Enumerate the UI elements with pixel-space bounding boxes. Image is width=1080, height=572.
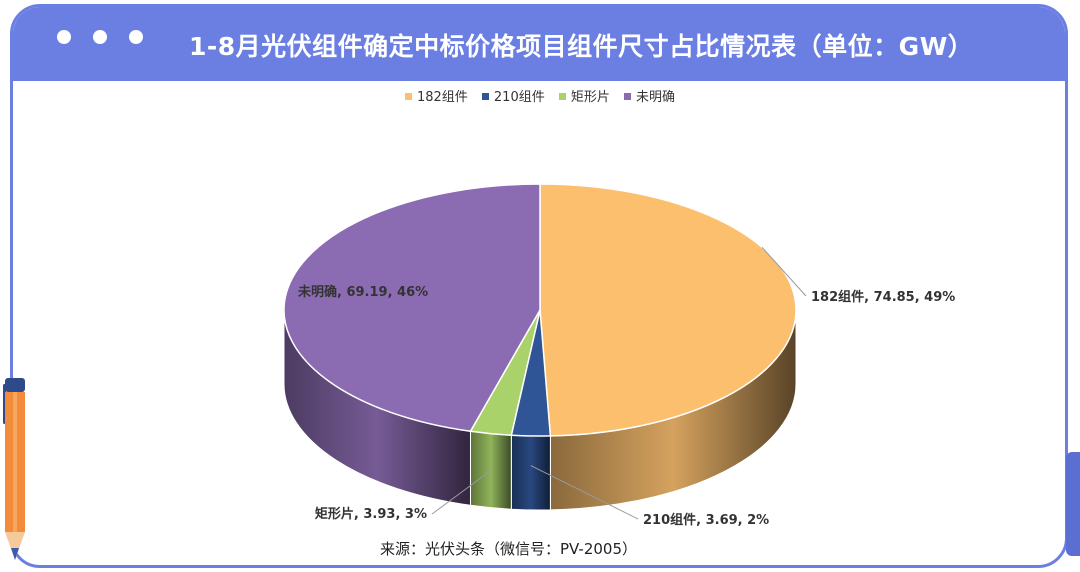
legend-label: 210组件 — [493, 90, 545, 105]
data-label: 未明确, 69.19, 46% — [297, 284, 428, 300]
pie-slice-0 — [539, 183, 797, 437]
legend-swatch — [481, 93, 489, 100]
pie-side-2 — [469, 430, 512, 510]
source-note: 来源：光伏头条（微信号：PV-2005） — [380, 540, 638, 558]
pie-slice-3 — [283, 183, 541, 433]
legend-label: 矩形片 — [570, 90, 610, 105]
pencil-icon — [3, 378, 25, 560]
legend-item: 未明确 — [624, 86, 675, 105]
legend-swatch — [404, 93, 412, 100]
data-label: 182组件, 74.85, 49% — [811, 289, 955, 305]
legend-item: 矩形片 — [558, 86, 610, 105]
chart-legend: 182组件 210组件 矩形片 未明确 — [0, 86, 1080, 105]
legend-label: 未明确 — [636, 90, 676, 105]
data-label: 矩形片, 3.93, 3% — [314, 506, 427, 522]
leader-line — [761, 246, 807, 297]
window-dot-icon — [129, 30, 143, 44]
leader-line — [530, 465, 639, 520]
data-label: 210组件, 3.69, 2% — [643, 512, 769, 528]
chart-title: 1-8月光伏组件确定中标价格项目组件尺寸占比情况表（单位：GW） — [189, 32, 974, 61]
legend-label: 182组件 — [416, 90, 468, 105]
legend-item: 182组件 — [404, 86, 468, 105]
window-dot-icon — [93, 30, 107, 44]
legend-swatch — [624, 93, 632, 100]
legend-item: 210组件 — [481, 86, 545, 105]
leader-line — [431, 470, 492, 515]
legend-swatch — [558, 93, 566, 100]
title-bar: 1-8月光伏组件确定中标价格项目组件尺寸占比情况表（单位：GW） — [13, 7, 1065, 81]
window-dot-icon — [57, 30, 71, 44]
side-tab — [1066, 452, 1080, 556]
